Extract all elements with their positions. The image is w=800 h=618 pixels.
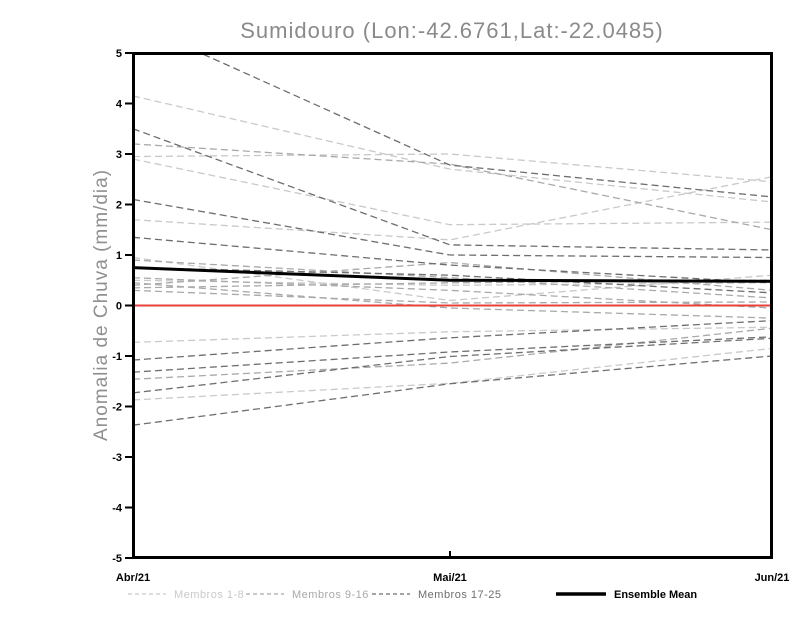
chart-title: Sumidouro (Lon:-42.6761,Lat:-22.0485) [240, 18, 663, 43]
member-line [133, 153, 772, 183]
y-axis-ticks: 5 4 3 2 1 0 -1 -2 -3 -4 -5 [112, 48, 133, 565]
member-line [133, 176, 772, 241]
member-line [133, 261, 772, 291]
x-axis-ticks: Abr/21 Mai/21 Jun/21 [116, 551, 790, 584]
legend-entry-label: Membros 9-16 [292, 589, 369, 601]
member-line [133, 326, 772, 344]
legend-entry-label: Ensemble Mean [614, 589, 697, 601]
x-tick-label: Mai/21 [433, 572, 467, 584]
y-axis-label: Anomalia de Chuva (mm/dia) [91, 169, 112, 441]
member-line [133, 347, 772, 401]
member-line [133, 320, 772, 361]
x-tick-label: Abr/21 [116, 572, 150, 584]
y-tick-label: -5 [112, 553, 122, 565]
member-line [198, 53, 772, 198]
y-tick-label: 1 [116, 250, 122, 262]
y-tick-label: -3 [112, 452, 122, 464]
member-line [133, 259, 772, 299]
x-tick-label: Jun/21 [755, 572, 790, 584]
member-line [133, 355, 772, 426]
y-tick-label: -1 [112, 351, 122, 363]
y-tick-label: -2 [112, 402, 122, 414]
member-line [133, 128, 772, 251]
member-line [133, 282, 772, 319]
member-line [133, 95, 772, 203]
member-line [133, 336, 772, 373]
member-line [133, 337, 772, 394]
y-tick-label: 4 [116, 99, 123, 111]
y-tick-label: 0 [116, 301, 122, 313]
member-line [133, 236, 772, 284]
legend-entry-label: Membros 1-8 [174, 589, 244, 601]
member-line [133, 198, 772, 259]
y-tick-label: -4 [112, 503, 123, 515]
member-line [133, 256, 772, 302]
y-tick-label: 3 [116, 149, 122, 161]
y-tick-label: 2 [116, 200, 122, 212]
plot-frame [132, 52, 773, 559]
ensemble-mean-line-group [133, 266, 772, 283]
legend-entry-label: Membros 17-25 [418, 589, 502, 601]
member-line [133, 327, 772, 380]
member-line [133, 277, 772, 309]
legend: Membros 1-8 Membros 9-16 Membros 17-25 Ense… [128, 589, 697, 601]
member-line [133, 266, 772, 294]
member-line [133, 158, 772, 226]
ensemble-member-lines [133, 53, 772, 426]
ensemble-mean-line [133, 266, 772, 283]
y-tick-label: 5 [116, 48, 122, 60]
member-line [133, 143, 772, 231]
